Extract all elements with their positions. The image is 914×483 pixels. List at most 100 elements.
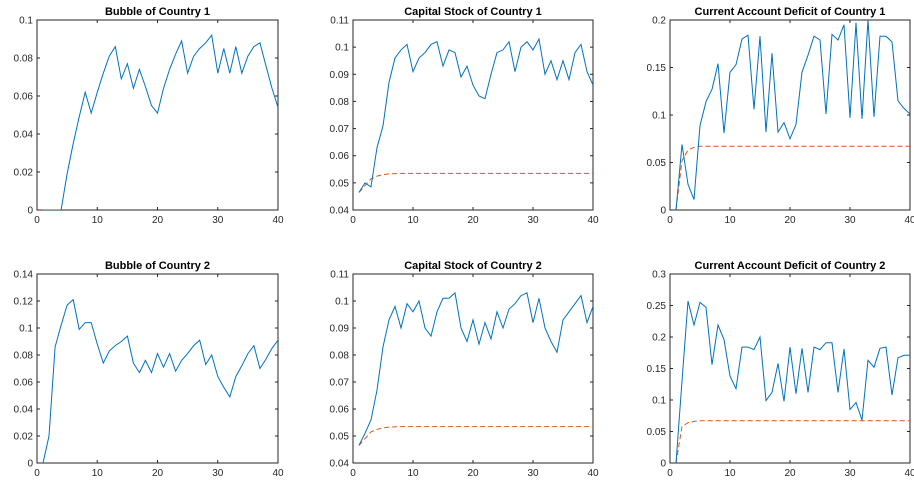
series-line-solid [43,33,278,210]
x-tick-label: 30 [844,215,856,226]
y-tick-label: 0.1 [19,16,33,27]
series-line-dashed [358,172,593,193]
y-tick-label: 0.08 [330,351,350,362]
series-line-solid [42,298,278,463]
x-tick-label: 0 [350,215,356,226]
y-tick-label: 0.08 [330,97,350,108]
x-tick-label: 40 [587,215,599,226]
x-tick-label: 40 [904,468,914,479]
series-line-dashed [675,420,910,463]
y-tick-label: 0.06 [330,151,350,162]
y-tick-label: 0.09 [330,70,350,81]
y-tick-label: 0.06 [330,405,350,416]
y-tick-label: 0.15 [647,63,667,74]
x-tick-label: 30 [212,215,224,226]
y-tick-label: 0.09 [330,324,350,335]
y-tick-label: 0.25 [647,301,667,312]
chart-title: Bubble of Country 2 [105,260,210,272]
x-tick-label: 20 [467,468,479,479]
y-tick-label: 0.08 [14,351,34,362]
y-tick-label: 0.06 [14,92,34,103]
axes-box [36,19,279,211]
subplot-6: Current Account Deficit of Country 2 0 10 2… [647,260,914,479]
y-tick-label: 0.08 [14,54,34,65]
x-tick-label: 0 [350,468,356,479]
x-tick-label: 10 [407,468,419,479]
y-tick-label: 0.06 [14,378,34,389]
chart-title: Bubble of Country 1 [105,6,210,18]
x-tick-label: 10 [92,468,104,479]
axes-box [669,273,911,464]
y-tick-label: 0.1 [335,43,349,54]
x-tick-label: 20 [152,215,164,226]
series-line-solid [675,20,910,210]
x-tick-label: 30 [212,468,224,479]
series-line-solid [358,291,593,446]
x-tick-label: 40 [272,215,284,226]
y-tick-label: 0.1 [652,111,666,122]
subplot-1: Bubble of Country 1 0 10 20 30 40 0 0.02 0.04 0.0… [14,6,284,226]
y-tick-label: 0.05 [647,158,667,169]
y-tick-label: 0.04 [330,459,350,470]
subplot-4: Bubble of Country 2 0 10 20 30 40 0 0.02 0.04 0.0… [14,260,284,479]
y-tick-label: 0.2 [652,333,666,344]
x-tick-label: 10 [407,215,419,226]
y-tick-label: 0 [27,459,33,470]
x-tick-label: 10 [724,468,736,479]
y-tick-label: 0.1 [652,396,666,407]
series-line-solid [358,37,593,193]
y-tick-label: 0.15 [647,364,667,375]
y-tick-label: 0.1 [19,324,33,335]
y-tick-label: 0 [27,206,33,217]
y-tick-label: 0.05 [647,427,667,438]
chart-title: Current Account Deficit of Country 1 [695,6,886,18]
chart-title: Current Account Deficit of Country 2 [695,260,886,272]
x-tick-label: 20 [152,468,164,479]
y-tick-label: 0.02 [14,168,34,179]
x-tick-label: 0 [667,468,673,479]
y-tick-label: 0.05 [330,432,350,443]
y-tick-label: 0.04 [14,130,34,141]
x-tick-label: 30 [527,215,539,226]
x-tick-label: 20 [784,215,796,226]
y-tick-label: 0.3 [652,270,666,281]
x-tick-label: 20 [467,215,479,226]
x-tick-label: 40 [272,468,284,479]
y-tick-label: 0 [660,459,666,470]
y-tick-label: 0 [660,206,666,217]
x-tick-label: 10 [92,215,104,226]
y-tick-label: 0.02 [14,432,34,443]
axes-box [352,273,594,464]
y-tick-label: 0.07 [330,378,350,389]
y-tick-label: 0.2 [652,16,666,27]
y-tick-label: 0.11 [330,16,349,27]
axes-box [352,19,594,211]
y-tick-label: 0.1 [335,297,349,308]
series-line-dashed [358,426,593,446]
series-line-solid [675,300,910,463]
subplot-5: Capital Stock of Country 2 0 10 20 30 40 0.04 0… [330,260,599,479]
x-tick-label: 0 [34,215,40,226]
x-tick-label: 20 [784,468,796,479]
axes-box [36,273,279,464]
chart-title: Capital Stock of Country 2 [404,260,542,272]
x-tick-label: 0 [34,468,40,479]
y-tick-label: 0.11 [330,270,349,281]
x-tick-label: 30 [527,468,539,479]
subplot-3: Current Account Deficit of Country 1 0 10 2… [647,6,914,226]
y-tick-label: 0.04 [14,405,34,416]
chart-title: Capital Stock of Country 1 [404,6,542,18]
subplot-2: Capital Stock of Country 1 0 10 20 30 40 0.04 0… [330,6,599,226]
x-tick-label: 40 [587,468,599,479]
y-tick-label: 0.12 [14,297,34,308]
x-tick-label: 30 [844,468,856,479]
series-line-dashed [675,145,910,210]
y-tick-label: 0.05 [330,178,350,189]
x-tick-label: 0 [667,215,673,226]
x-tick-label: 40 [904,215,914,226]
y-tick-label: 0.14 [14,270,34,281]
y-tick-label: 0.07 [330,124,350,135]
x-tick-label: 10 [724,215,736,226]
y-tick-label: 0.04 [330,206,350,217]
